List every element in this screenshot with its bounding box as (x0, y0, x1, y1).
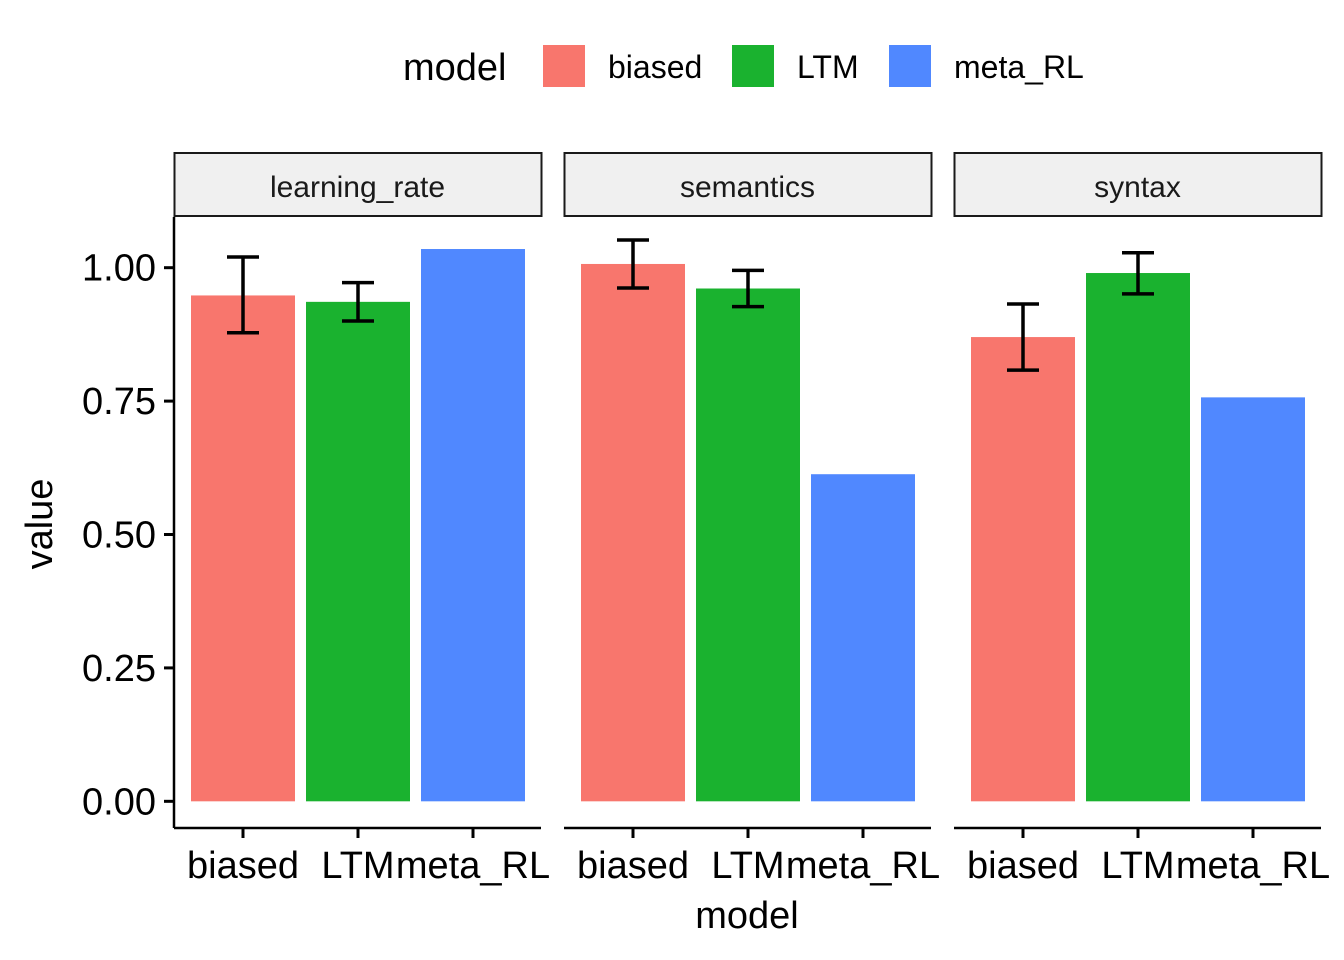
legend-label-biased: biased (608, 49, 702, 85)
bar-biased (191, 295, 295, 802)
y-tick-label: 0.50 (82, 515, 156, 557)
facet-semantics: semantics biased LTM meta_RL (563, 152, 940, 887)
facet-strip-label: semantics (680, 171, 815, 204)
legend-key-meta-rl (889, 45, 931, 87)
x-tick-label: meta_RL (396, 845, 550, 887)
facet-strip (953, 152, 1323, 217)
bar-meta-rl (421, 249, 525, 802)
legend-label-ltm: LTM (797, 49, 859, 85)
bar-ltm (696, 288, 800, 802)
bar-meta-rl (1201, 397, 1305, 802)
legend-key-biased (543, 45, 585, 87)
x-axis-title: model (695, 895, 799, 937)
x-tick-label: biased (577, 845, 689, 887)
y-tick-label: 0.25 (82, 648, 156, 690)
legend-key-ltm (732, 45, 774, 87)
error-bar (617, 238, 649, 290)
y-axis: 0.00 0.25 0.50 0.75 1.00 (82, 217, 176, 828)
y-tick-label: 1.00 (82, 248, 156, 290)
x-tick-label: biased (967, 845, 1079, 887)
y-tick-label: 0.75 (82, 381, 156, 423)
bar-biased (581, 263, 685, 802)
bar-meta-rl (811, 474, 915, 802)
legend: model biased LTM meta_RL (403, 45, 1084, 89)
legend-title: model (403, 47, 507, 89)
error-bar (342, 280, 374, 323)
y-tick-label: 0.00 (82, 781, 156, 823)
x-tick-label: meta_RL (1176, 845, 1330, 887)
facet-strip-label: syntax (1094, 171, 1181, 204)
x-tick-label: LTM (711, 845, 784, 887)
y-axis-title: value (19, 479, 61, 570)
facet-strip (563, 152, 933, 217)
bar-ltm (1086, 273, 1190, 802)
facet-syntax: syntax biased LTM meta_RL (953, 152, 1330, 887)
x-tick-label: meta_RL (786, 845, 940, 887)
facet-strip-label: learning_rate (270, 171, 445, 204)
error-bar (732, 268, 764, 309)
facet-strip (173, 152, 543, 217)
x-tick-label: biased (187, 845, 299, 887)
error-bar (1122, 251, 1154, 296)
bar-ltm (306, 301, 410, 802)
bar-biased (971, 337, 1075, 802)
x-tick-label: LTM (321, 845, 394, 887)
error-bar (227, 255, 259, 335)
x-tick-label: LTM (1101, 845, 1174, 887)
legend-label-meta-rl: meta_RL (954, 49, 1084, 85)
error-bar (1007, 302, 1039, 372)
